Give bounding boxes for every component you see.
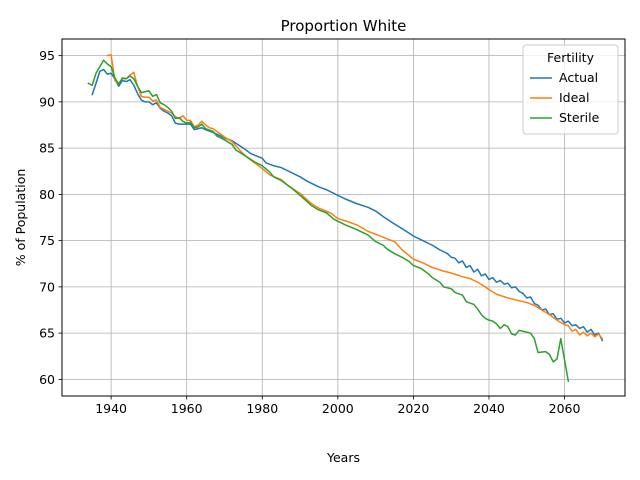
y-tick-label: 90	[39, 94, 55, 109]
legend: Fertility Actual Ideal Sterile	[522, 44, 619, 135]
grid-lines	[62, 39, 625, 396]
x-axis-ticks: 1940 1960 1980 2000 2020 2040 2060	[95, 396, 580, 416]
legend-label-ideal: Ideal	[559, 90, 589, 105]
legend-box	[522, 44, 619, 135]
x-tick-label: 2000	[322, 401, 354, 416]
x-tick-label: 1980	[246, 401, 278, 416]
x-tick-label: 1940	[95, 401, 127, 416]
legend-label-actual: Actual	[559, 70, 598, 85]
series-line-sterile	[87, 59, 570, 383]
y-tick-label: 65	[39, 326, 55, 341]
x-tick-label: 1960	[171, 401, 203, 416]
x-tick-label: 2040	[473, 401, 505, 416]
y-tick-label: 85	[39, 141, 55, 156]
series-layer	[87, 53, 604, 383]
y-axis-label: % of Population	[13, 169, 28, 267]
legend-label-sterile: Sterile	[559, 110, 600, 125]
legend-entries: Actual Ideal Sterile	[530, 70, 600, 125]
chart-title: Proportion White	[281, 17, 407, 35]
y-tick-label: 75	[39, 233, 55, 248]
legend-title: Fertility	[547, 50, 595, 65]
series-line-ideal	[106, 53, 604, 340]
x-tick-label: 2020	[397, 401, 429, 416]
y-tick-label: 70	[39, 279, 55, 294]
x-axis-label: Years	[326, 450, 360, 465]
plot-frame	[61, 38, 626, 397]
y-tick-label: 80	[39, 187, 55, 202]
y-axis-ticks: 60 65 70 75 80 85 90 95	[39, 48, 62, 387]
y-tick-label: 60	[39, 372, 55, 387]
y-tick-label: 95	[39, 48, 55, 63]
x-tick-label: 2060	[549, 401, 581, 416]
